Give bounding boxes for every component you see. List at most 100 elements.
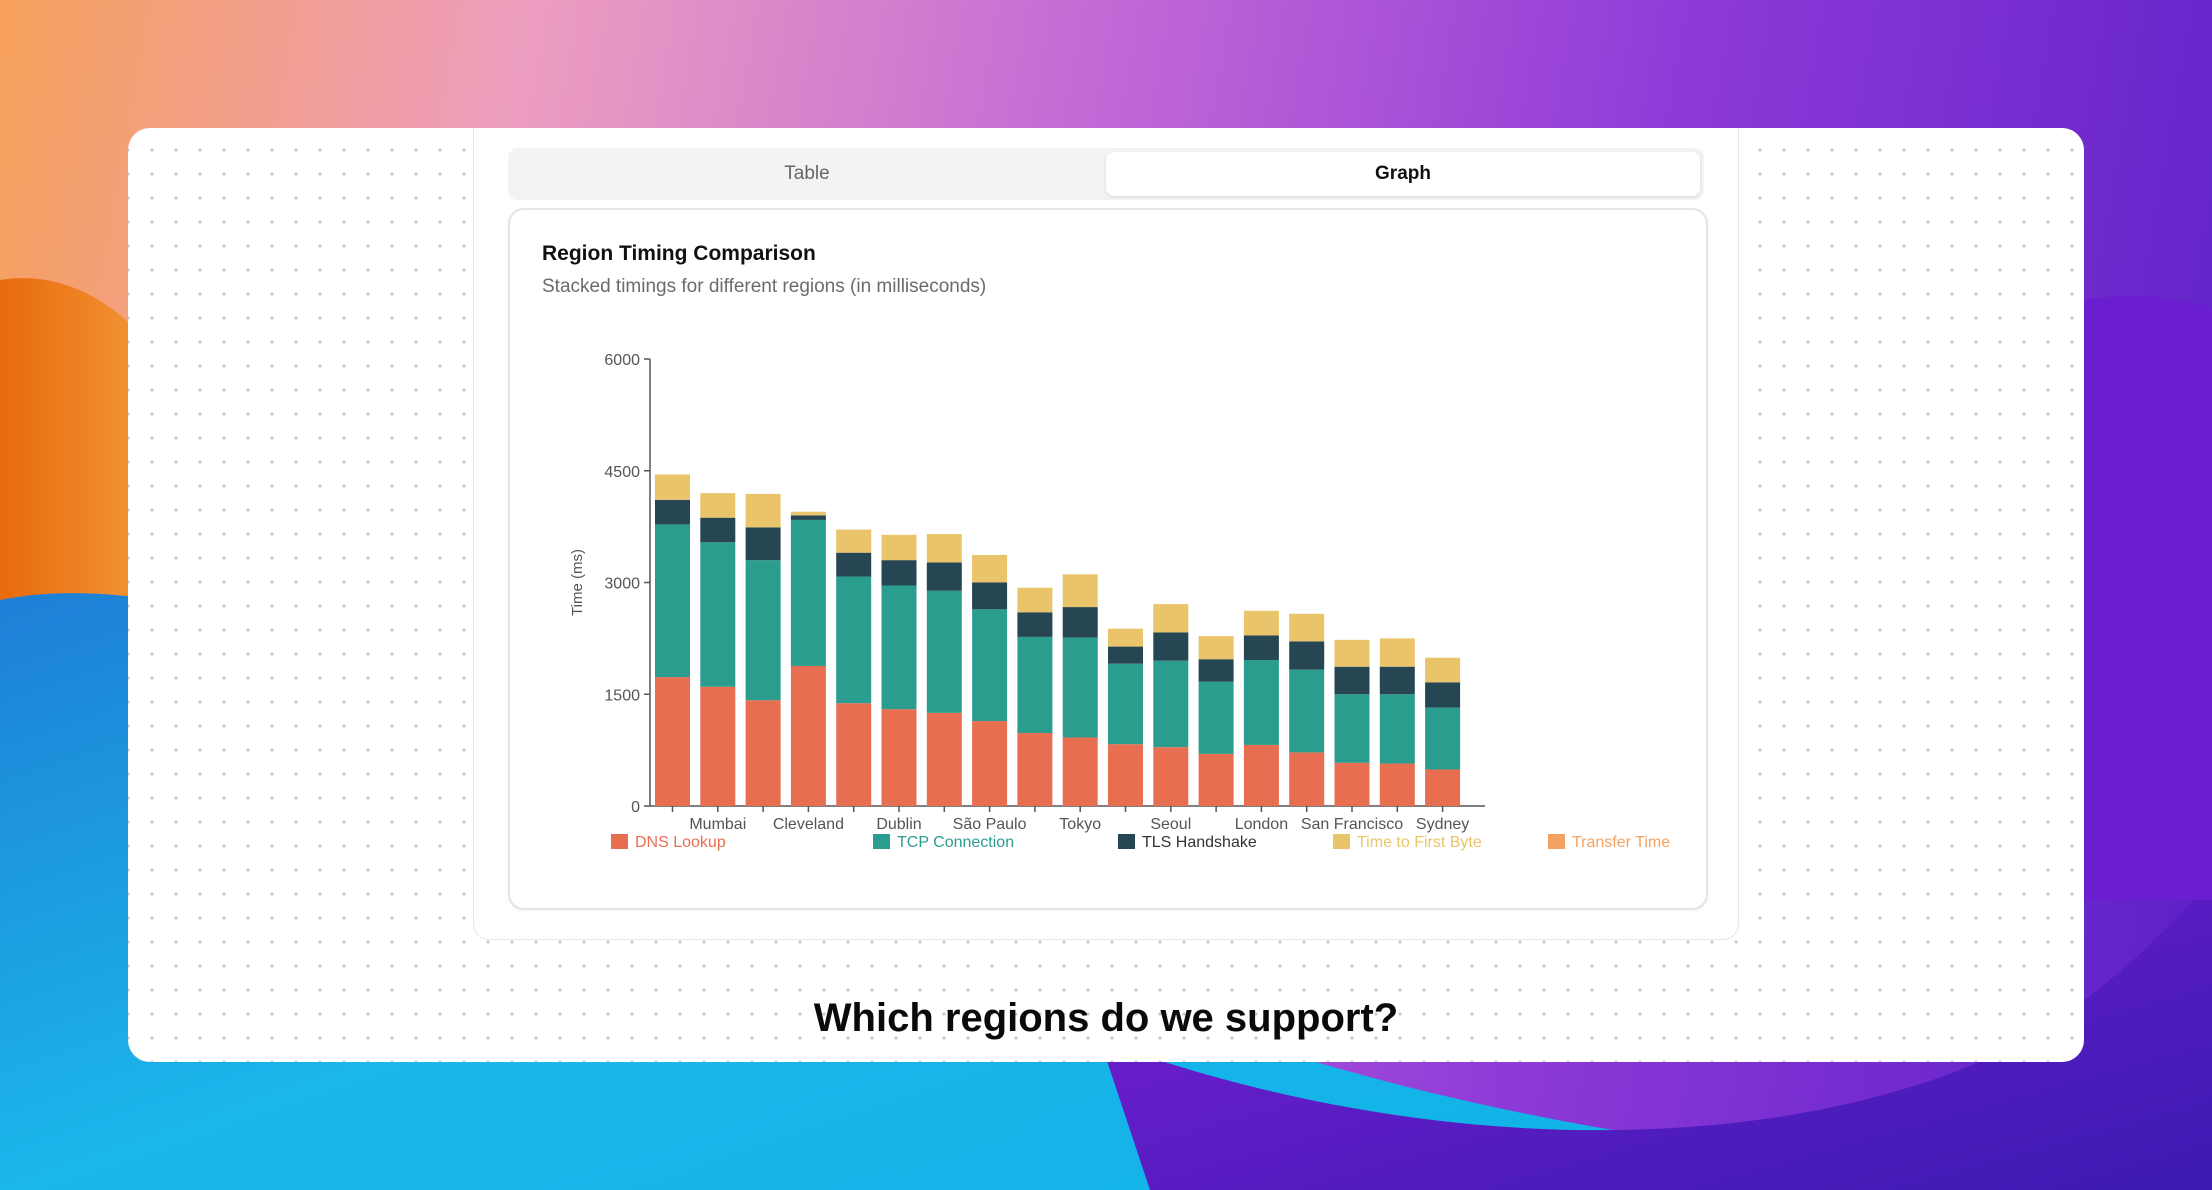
bar-tcp [1062,637,1098,738]
x-tick-label: Seoul [1150,816,1191,833]
x-tick-label: San Francisco [1301,816,1403,833]
bar-tls [1198,659,1234,682]
bar-dns [1334,762,1370,806]
bar-dns [1017,732,1053,806]
bar-ttfb [1334,639,1370,667]
bar-dns [1108,744,1143,806]
chart-card: Region Timing Comparison Stacked timings… [508,208,1708,910]
bar-ttfb [1017,587,1053,613]
bar-dns [1289,752,1325,806]
bar-tls [836,552,872,577]
legend-label-tcp: TCP Connection [897,834,1014,851]
bar-dns [972,721,1008,806]
legend-label-transfer: Transfer Time [1572,834,1670,851]
legend-label-ttfb: Time to First Byte [1357,834,1482,851]
bar-tls [1108,646,1143,664]
legend-label-tls: TLS Handshake [1142,834,1257,851]
bar-tcp [1425,707,1461,770]
bar-ttfb [972,554,1008,583]
bar-ttfb [745,493,781,528]
bar-tls [1334,666,1370,695]
bar-tcp [1017,636,1053,733]
bar-ttfb [1198,636,1234,660]
stacked-bar-chart: 0 1500 3000 4500 6000 Time (ms) Mumbai Clevelan… [569,352,1670,851]
chart-title: Region Timing Comparison [542,242,816,265]
x-tick-label: Tokyo [1059,816,1101,833]
bar-tls [655,499,690,525]
x-tick-label: São Paulo [953,816,1027,833]
bar-ttfb [1379,638,1415,667]
bar-tcp [926,590,962,713]
bar-tls [700,517,736,543]
bar-dns [881,709,917,806]
legend-swatch-tls [1118,834,1135,849]
tab-graph[interactable]: Graph [1106,152,1700,196]
legend-label-dns: DNS Lookup [635,834,726,851]
bar-tcp [1243,659,1279,745]
bar-ttfb [1108,628,1143,647]
y-tick-label: 0 [631,799,640,816]
x-tick-label: Dublin [876,816,921,833]
bar-dns [926,712,962,806]
bar-tcp [745,560,781,701]
tab-table[interactable]: Table [784,163,830,184]
bar-tls [881,560,917,586]
bar-tls [1062,607,1098,638]
bar-ttfb [700,493,736,518]
bar-tcp [655,524,690,678]
x-tick-label: Sydney [1416,816,1469,833]
y-axis-label: Time (ms) [569,549,586,616]
screenshot-card: Table Graph Region Timing Comparison Sta… [128,128,2084,1062]
y-tick-label: 4500 [604,464,640,481]
bar-tls [1243,635,1279,660]
legend-swatch-tcp [873,834,890,849]
legend-swatch-transfer [1548,834,1565,849]
bar-tcp [836,576,872,704]
x-tick-label: London [1235,816,1288,833]
bar-tls [1017,612,1053,637]
bar-tls [1379,666,1415,695]
bar-tcp [1334,694,1370,763]
bar-tcp [1289,669,1325,753]
bar-tls [926,562,962,591]
bar-ttfb [881,534,917,561]
bar-ttfb [1062,574,1098,608]
bar-tls [1425,682,1461,708]
y-tick-label: 6000 [604,352,640,369]
bar-tcp [881,585,917,710]
bar-dns [700,686,736,806]
bar-tcp [1198,681,1234,754]
bar-tls [790,515,826,520]
bar-dns [1425,769,1461,806]
bar-ttfb [1289,613,1325,642]
bar-dns [745,700,781,806]
bar-tcp [1108,663,1143,745]
view-toggle: Table Graph [508,148,1704,200]
bar-dns [1153,747,1189,806]
bar-ttfb [1153,604,1189,633]
bar-tls [1289,641,1325,670]
bar-tcp [790,519,826,666]
bar-dns [1243,744,1279,806]
x-tick-label: Cleveland [773,816,844,833]
bar-dns [1379,763,1415,806]
chart-subtitle: Stacked timings for different regions (i… [542,276,987,297]
bar-tls [1153,632,1189,661]
legend-swatch-dns [611,834,628,849]
bar-ttfb [1243,610,1279,636]
x-tick-label: Mumbai [689,816,746,833]
bar-dns [790,665,826,806]
bar-tcp [700,542,736,687]
bar-dns [1198,753,1234,806]
legend-swatch-ttfb [1333,834,1350,849]
bar-tcp [1153,660,1189,748]
bar-ttfb [836,529,872,553]
bar-ttfb [1425,657,1461,683]
bar-dns [1062,737,1098,806]
bar-dns [836,703,872,806]
bar-tcp [1379,694,1415,764]
y-tick-label: 1500 [604,687,640,704]
bar-tcp [972,609,1008,722]
bar-ttfb [790,511,826,516]
y-tick-label: 3000 [604,576,640,593]
